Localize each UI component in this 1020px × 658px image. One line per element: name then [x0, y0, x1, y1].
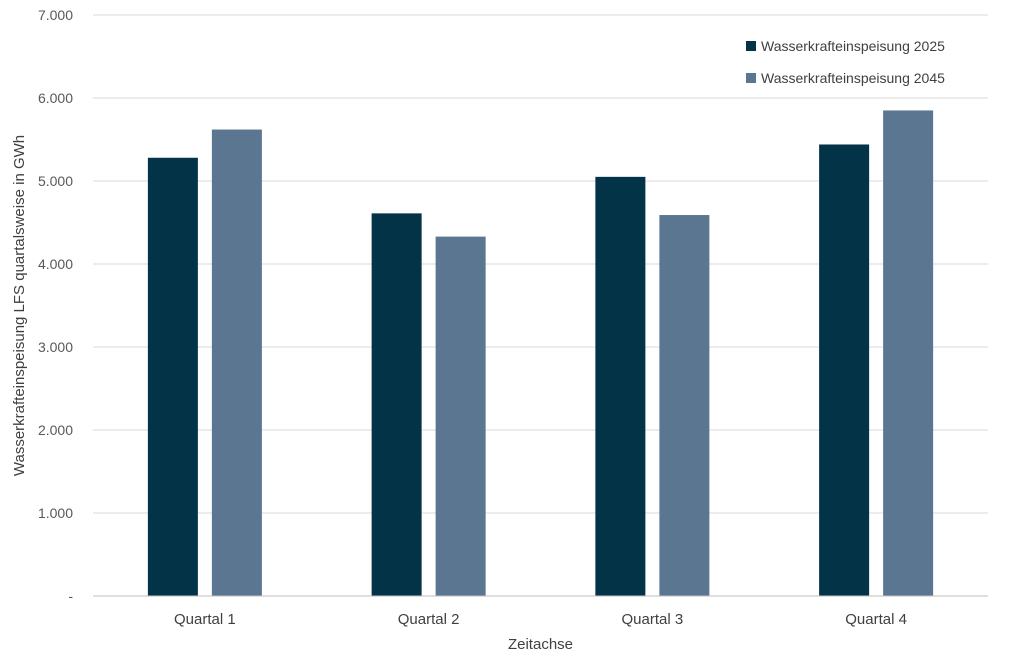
bar — [659, 215, 710, 596]
y-axis-ticks: - 1.000 2.000 3.000 4.000 5.000 6.000 7.000 — [38, 7, 73, 604]
bar — [435, 236, 486, 597]
bar — [595, 176, 646, 596]
bars — [147, 110, 934, 597]
legend-swatch — [746, 73, 756, 83]
bar — [883, 110, 934, 596]
y-tick-label: 2.000 — [38, 422, 73, 438]
y-tick-label: 4.000 — [38, 256, 73, 272]
x-axis-title: Zeitachse — [508, 636, 573, 653]
bar — [371, 213, 422, 596]
legend-swatch — [746, 41, 756, 51]
y-tick-label: 5.000 — [38, 173, 73, 189]
y-tick-label: 6.000 — [38, 90, 73, 106]
x-tick-label: Quartal 2 — [398, 611, 460, 628]
x-tick-label: Quartal 4 — [845, 611, 907, 628]
y-axis-title: Wasserkrafteinspeisung LFS quartalsweise… — [11, 135, 28, 476]
y-tick-label: 7.000 — [38, 7, 73, 23]
bar — [819, 144, 870, 597]
legend-label: Wasserkrafteinspeisung 2045 — [761, 70, 945, 86]
y-tick-label: - — [68, 588, 73, 604]
legend-label: Wasserkrafteinspeisung 2025 — [761, 38, 945, 54]
x-tick-label: Quartal 3 — [622, 611, 684, 628]
y-tick-label: 3.000 — [38, 339, 73, 355]
x-tick-label: Quartal 1 — [174, 611, 236, 628]
y-tick-label: 1.000 — [38, 505, 73, 521]
bar — [147, 157, 198, 596]
legend: Wasserkrafteinspeisung 2025 Wasserkraftei… — [746, 38, 945, 86]
bar — [211, 129, 262, 597]
x-axis-categories: Quartal 1 Quartal 2 Quartal 3 Quartal 4 — [174, 611, 907, 628]
